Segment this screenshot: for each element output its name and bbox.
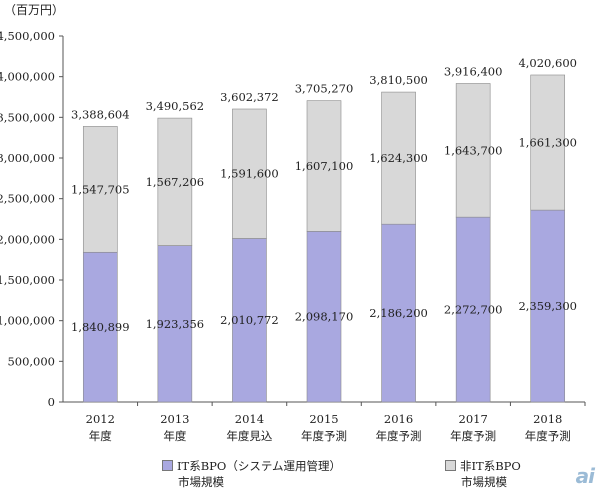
value-label-non-it-bpo-2012: 1,547,705: [71, 182, 130, 196]
legend-label-it-bpo-line2: 市場規模: [178, 475, 224, 489]
bar-non-it-bpo-2018: [530, 74, 566, 211]
legend-item-non-it-bpo: 非IT系BPO 市場規模: [445, 458, 521, 490]
total-label-2018: 4,020,600: [518, 56, 577, 70]
x-label-suffix-2013: 年度: [163, 429, 186, 443]
bar-it-bpo-2018: [530, 209, 566, 403]
bar-it-bpo-2017: [455, 216, 491, 403]
x-label-suffix-2017: 年度予測: [450, 429, 496, 443]
x-label-year-2013: 2013: [160, 412, 189, 426]
legend-swatch-it-bpo: [162, 460, 173, 471]
bar-it-bpo-2012: [82, 251, 118, 403]
bar-non-it-bpo-2017: [455, 83, 491, 218]
value-label-non-it-bpo-2018: 1,661,300: [518, 136, 577, 150]
value-label-it-bpo-2016: 2,186,200: [369, 306, 428, 320]
bar-it-bpo-2014: [232, 238, 267, 403]
value-label-it-bpo-2012: 1,840,899: [71, 320, 130, 334]
total-label-2017: 3,916,400: [444, 64, 503, 78]
x-label-year-2018: 2018: [533, 412, 562, 426]
legend-swatch-non-it-bpo: [445, 460, 456, 471]
total-label-2015: 3,705,270: [295, 82, 354, 96]
legend-label-non-it-bpo-line2: 市場規模: [461, 475, 507, 489]
value-label-it-bpo-2017: 2,272,700: [444, 303, 503, 317]
y-tick-label-3: 1,500,000: [0, 273, 55, 287]
x-label-year-2017: 2017: [459, 412, 488, 426]
value-label-it-bpo-2013: 1,923,356: [146, 317, 205, 331]
bar-it-bpo-2016: [381, 223, 416, 403]
value-label-non-it-bpo-2013: 1,567,206: [146, 175, 205, 189]
x-label-suffix-2018: 年度予測: [525, 429, 571, 443]
value-label-non-it-bpo-2014: 1,591,600: [220, 167, 279, 181]
y-tick-label-1: 500,000: [7, 354, 55, 368]
value-label-it-bpo-2015: 2,098,170: [295, 310, 354, 324]
x-label-suffix-2012: 年度: [89, 429, 112, 443]
y-axis-unit-label: （百万円）: [4, 3, 64, 17]
legend-item-it-bpo: IT系BPO（システム運用管理） 市場規模: [162, 458, 341, 490]
x-label-year-2015: 2015: [309, 412, 338, 426]
legend-label-non-it-bpo-line1: 非IT系BPO: [460, 459, 521, 473]
value-label-it-bpo-2018: 2,359,300: [518, 299, 577, 313]
value-label-non-it-bpo-2017: 1,643,700: [444, 143, 503, 157]
total-label-2014: 3,602,372: [220, 90, 279, 104]
y-tick-label-2: 1,000,000: [0, 314, 55, 328]
legend-label-it-bpo-line1: IT系BPO（システム運用管理）: [177, 459, 341, 473]
y-tick-label-9: 4,500,000: [0, 29, 55, 43]
value-label-non-it-bpo-2015: 1,607,100: [295, 159, 354, 173]
bar-it-bpo-2013: [157, 245, 193, 403]
x-label-year-2014: 2014: [235, 412, 264, 426]
x-label-year-2016: 2016: [384, 412, 413, 426]
watermark-logo: ai: [575, 464, 595, 488]
x-label-suffix-2015: 年度予測: [301, 429, 347, 443]
y-tick-label-5: 2,500,000: [0, 192, 55, 206]
total-label-2013: 3,490,562: [146, 99, 205, 113]
x-label-year-2012: 2012: [86, 412, 115, 426]
total-label-2012: 3,388,604: [71, 107, 130, 121]
y-tick-label-7: 3,500,000: [0, 110, 55, 124]
bar-non-it-bpo-2014: [232, 108, 267, 239]
bar-non-it-bpo-2012: [82, 126, 118, 253]
total-label-2016: 3,810,500: [369, 73, 428, 87]
bar-non-it-bpo-2016: [381, 91, 416, 225]
y-tick-label-8: 4,000,000: [0, 70, 55, 84]
bar-non-it-bpo-2013: [157, 117, 193, 246]
x-label-suffix-2016: 年度予測: [376, 429, 422, 443]
y-tick-label-0: 0: [48, 395, 55, 409]
x-label-suffix-2014: 年度見込: [226, 429, 272, 443]
value-label-non-it-bpo-2016: 1,624,300: [369, 151, 428, 165]
value-label-it-bpo-2014: 2,010,772: [220, 313, 279, 327]
y-tick-label-4: 2,000,000: [0, 232, 55, 246]
y-tick-label-6: 3,000,000: [0, 151, 55, 165]
bar-non-it-bpo-2015: [306, 100, 342, 232]
